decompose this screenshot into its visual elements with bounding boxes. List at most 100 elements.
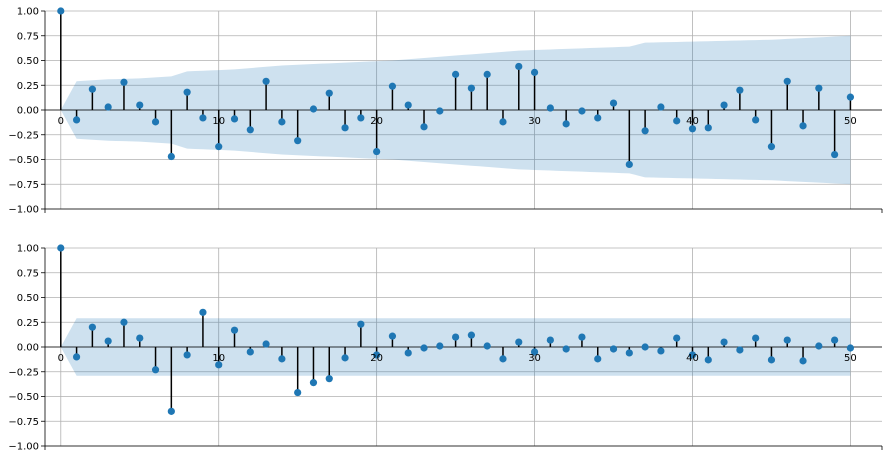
marker-lag-30	[530, 348, 539, 356]
marker-lag-36	[625, 160, 633, 169]
marker-lag-39	[673, 117, 681, 125]
x-tick-label: 30	[528, 353, 541, 364]
marker-lag-2	[88, 323, 96, 331]
marker-lag-15	[294, 137, 302, 145]
y-tick-label: 0.50	[17, 293, 39, 304]
marker-lag-35	[609, 99, 618, 107]
y-tick-label: 1.00	[17, 244, 39, 255]
marker-lag-36	[625, 349, 633, 357]
y-tick-label: −0.25	[8, 130, 39, 141]
marker-lag-12	[246, 348, 254, 356]
marker-lag-40	[688, 125, 697, 133]
marker-lag-16	[309, 379, 318, 387]
marker-lag-4	[120, 318, 128, 326]
pacf-panel: −1.00 −0.75 −0.50 −0.25 0.00 0.25 0.50 0.75 1.00…	[8, 244, 883, 453]
x-tick-label: 40	[686, 353, 699, 364]
marker-lag-49	[831, 150, 839, 159]
marker-lag-16	[309, 105, 318, 113]
marker-lag-32	[562, 120, 570, 128]
x-tick-label: 0	[58, 116, 64, 127]
marker-lag-12	[246, 126, 254, 134]
marker-lag-43	[736, 346, 744, 354]
y-tick-label: −0.75	[8, 180, 39, 191]
marker-lag-3	[104, 337, 112, 345]
marker-lag-49	[831, 336, 839, 344]
y-tick-label: 1.00	[17, 7, 39, 18]
marker-lag-13	[262, 77, 270, 85]
marker-lag-14	[278, 355, 286, 363]
marker-lag-7	[167, 407, 175, 415]
marker-lag-18	[341, 124, 349, 132]
x-tick-label: 20	[370, 353, 383, 364]
marker-lag-42	[720, 338, 728, 346]
marker-lag-38	[657, 103, 665, 111]
marker-lag-41	[704, 124, 712, 132]
marker-lag-22	[404, 349, 412, 357]
marker-lag-5	[136, 101, 144, 109]
marker-lag-41	[704, 356, 712, 364]
marker-lag-11	[230, 326, 239, 334]
marker-lag-34	[594, 355, 602, 363]
marker-lag-23	[420, 344, 428, 352]
marker-lag-29	[515, 62, 523, 71]
marker-lag-44	[752, 116, 760, 124]
marker-lag-46	[783, 336, 791, 344]
marker-lag-25	[452, 70, 460, 78]
y-tick-label: −1.00	[8, 205, 39, 216]
x-tick-label: 30	[528, 116, 541, 127]
marker-lag-25	[452, 333, 460, 341]
marker-lag-27	[483, 342, 491, 350]
marker-lag-22	[404, 101, 412, 109]
marker-lag-17	[325, 89, 333, 97]
marker-lag-37	[641, 127, 649, 135]
y-tick-label: −0.75	[8, 417, 39, 428]
marker-lag-33	[578, 333, 586, 341]
acf-panel: −1.00 −0.75 −0.50 −0.25 0.00 0.25 0.50 0.75 1.00…	[8, 7, 883, 216]
marker-lag-0	[57, 244, 65, 252]
marker-lag-13	[262, 340, 270, 348]
marker-lag-10	[215, 361, 223, 369]
marker-lag-1	[72, 116, 81, 124]
marker-lag-8	[183, 88, 191, 96]
marker-lag-37	[641, 343, 649, 351]
marker-lag-42	[720, 101, 728, 109]
marker-lag-1	[72, 353, 81, 361]
marker-lag-8	[183, 351, 191, 359]
x-tick-label: 50	[844, 116, 857, 127]
marker-lag-21	[388, 332, 397, 340]
marker-lag-47	[799, 122, 807, 130]
marker-lag-4	[120, 78, 128, 86]
y-tick-label: 0.75	[17, 31, 39, 42]
marker-lag-34	[594, 114, 602, 122]
marker-lag-14	[278, 118, 286, 126]
marker-lag-45	[767, 356, 776, 364]
marker-lag-40	[688, 351, 697, 359]
marker-lag-17	[325, 375, 333, 383]
x-tick-label: 20	[370, 116, 383, 127]
marker-lag-5	[136, 334, 144, 342]
marker-lag-6	[151, 118, 160, 126]
marker-lag-15	[294, 388, 302, 397]
marker-lag-48	[815, 84, 823, 92]
marker-lag-11	[230, 115, 239, 123]
marker-lag-26	[467, 331, 475, 339]
marker-lag-21	[388, 82, 397, 90]
marker-lag-6	[151, 366, 160, 374]
y-tick-label: 0.00	[17, 106, 39, 117]
marker-lag-20	[373, 351, 381, 359]
y-tick-label: 0.25	[17, 81, 39, 92]
marker-lag-46	[783, 77, 791, 85]
marker-lag-45	[767, 143, 776, 151]
marker-lag-24	[436, 107, 444, 115]
marker-lag-28	[499, 118, 507, 126]
y-tick-label: 0.25	[17, 318, 39, 329]
marker-lag-23	[420, 123, 428, 131]
x-tick-label: 40	[686, 116, 699, 127]
marker-lag-50	[846, 344, 855, 352]
marker-lag-50	[846, 93, 855, 101]
x-tick-label: 50	[844, 353, 857, 364]
marker-lag-44	[752, 334, 760, 342]
marker-lag-9	[199, 308, 207, 316]
marker-lag-31	[546, 104, 554, 112]
